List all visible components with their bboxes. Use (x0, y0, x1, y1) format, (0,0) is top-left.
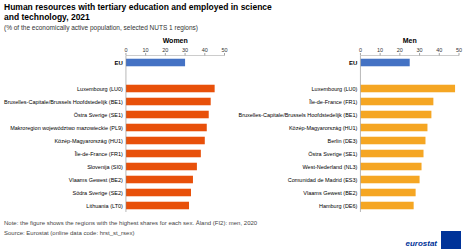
bar (126, 98, 211, 106)
bar (360, 150, 423, 158)
bar (126, 176, 193, 184)
category-label: Comunidad de Madrid (ES3) (288, 177, 358, 183)
bar (126, 111, 209, 119)
bar (126, 189, 191, 197)
bar (360, 59, 409, 67)
category-label: Bruxelles-Capitale/Brussels Hoofdstedeli… (4, 99, 123, 105)
baseline (360, 56, 361, 212)
bars (126, 59, 215, 210)
tick-label: 50 (221, 47, 227, 53)
tick (419, 53, 420, 56)
category-label: EU (115, 60, 123, 66)
chart: Human resources with tertiary education … (0, 0, 467, 252)
axis-label: Women (163, 37, 188, 44)
category-label: Östra Sverige (SE1) (74, 112, 123, 118)
category-label: Luxembourg (LU0) (77, 86, 123, 92)
tick-label: 30 (182, 47, 188, 53)
tick-label: 50 (456, 47, 462, 53)
tick (204, 53, 205, 56)
tick (185, 53, 186, 56)
tick-label: 40 (436, 47, 442, 53)
logo (441, 231, 461, 249)
bar (126, 137, 205, 145)
category-label: West-Nederland (NL3) (303, 164, 358, 170)
bar (360, 85, 455, 93)
axis-line (126, 55, 225, 56)
bar (360, 189, 415, 197)
baseline (125, 56, 126, 212)
category-label: Vlaams Gewest (BE2) (69, 177, 123, 183)
tick (399, 53, 400, 56)
category-label: Közép-Magyarország (HU1) (54, 138, 123, 144)
bar (360, 137, 425, 145)
category-label: Lithuania (LT0) (86, 203, 123, 209)
category-label: Östra Sverige (SE1) (308, 151, 357, 157)
tick (459, 53, 460, 56)
tick-label: 40 (202, 47, 208, 53)
tick-label: 0 (124, 47, 127, 53)
axis-line (360, 55, 459, 56)
bar (126, 124, 207, 132)
subtitle: (% of the economically active population… (4, 24, 198, 32)
category-label: Île-de-France (FR1) (74, 151, 123, 157)
tick-label: 0 (359, 47, 362, 53)
source: Source: Eurostat (online data code: hrst… (4, 230, 134, 236)
category-label: Hamburg (DE6) (319, 203, 358, 209)
category-label: Makroregion województwo mazowieckie (PL9… (10, 125, 123, 131)
category-label: Île-de-France (FR1) (308, 99, 357, 105)
bar (126, 85, 215, 93)
panel: EU Luxembourg (LU0) Île-de-France (FR1) Bru… (239, 37, 463, 212)
tick-label: 20 (397, 47, 403, 53)
tick (224, 53, 225, 56)
bar (360, 163, 421, 171)
tick-label: 20 (162, 47, 168, 53)
bar (126, 163, 197, 171)
bar (360, 176, 419, 184)
tick (439, 53, 440, 56)
tick (145, 53, 146, 56)
category-label: EU (349, 60, 357, 66)
bar (126, 202, 189, 210)
category-label: Slovenija (SI0) (87, 164, 123, 170)
panel: EU Luxembourg (LU0) Bruxelles-Capitale/Bru… (4, 37, 228, 212)
category-label: Közép-Magyarország (HU1) (289, 125, 358, 131)
tick (125, 53, 126, 56)
title: Human resources with tertiary education … (4, 2, 272, 22)
bar (360, 111, 431, 119)
bar (126, 59, 185, 67)
bars (360, 59, 455, 210)
bar (360, 98, 433, 106)
bar (126, 150, 201, 158)
bar (360, 124, 427, 132)
branding: eurostat (405, 239, 437, 248)
category-label: Luxembourg (LU0) (312, 86, 358, 92)
bar (360, 202, 413, 210)
tick-label: 10 (143, 47, 149, 53)
tick (360, 53, 361, 56)
category-label: Södra Sverige (SE2) (72, 190, 123, 196)
tick (380, 53, 381, 56)
category-label: Berlin (DE3) (327, 138, 357, 144)
axis-label: Men (403, 37, 417, 44)
category-label: Bruxelles-Capitale/Brussels Hoofdstedeli… (239, 112, 358, 118)
category-label: Vlaams Gewest (BE2) (303, 190, 357, 196)
tick (165, 53, 166, 56)
tick-label: 30 (417, 47, 423, 53)
tick-label: 10 (377, 47, 383, 53)
note: Note: the figure shows the regions with … (4, 220, 258, 226)
